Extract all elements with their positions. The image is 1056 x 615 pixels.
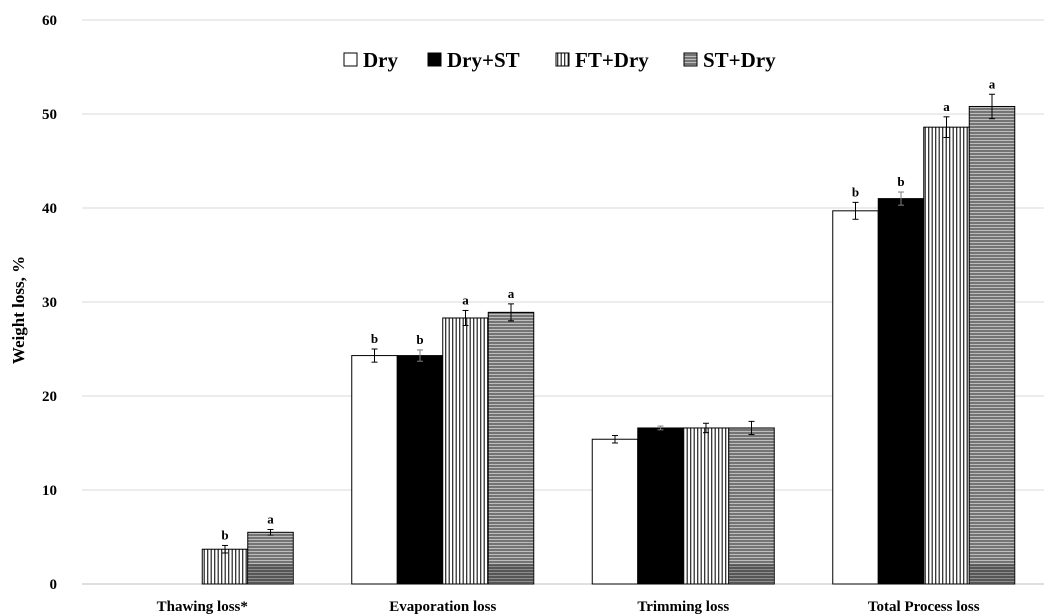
category-label: Evaporation loss bbox=[389, 599, 496, 615]
bar-base-band bbox=[729, 564, 774, 584]
y-tick-label: 60 bbox=[42, 13, 57, 29]
bar bbox=[591, 438, 639, 585]
y-tick-label: 20 bbox=[42, 389, 57, 405]
bar bbox=[442, 317, 489, 585]
significance-label: a bbox=[508, 286, 515, 301]
significance-label: a bbox=[462, 292, 469, 307]
legend-label: Dry bbox=[363, 48, 398, 72]
bar bbox=[923, 126, 970, 585]
bar bbox=[877, 198, 925, 585]
category-label: Trimming loss bbox=[637, 599, 729, 615]
significance-label: b bbox=[221, 527, 228, 542]
y-tick-label: 30 bbox=[42, 295, 57, 311]
significance-label: b bbox=[897, 174, 904, 189]
bar-base-shade bbox=[488, 564, 534, 584]
y-tick-label: 50 bbox=[42, 107, 57, 123]
bar-base-shade bbox=[969, 564, 1015, 584]
y-tick-label: 0 bbox=[50, 577, 58, 593]
significance-label: a bbox=[943, 99, 950, 114]
significance-label: b bbox=[852, 184, 859, 199]
category-label: Thawing loss* bbox=[157, 599, 248, 615]
bar bbox=[968, 105, 1016, 585]
legend-swatch bbox=[427, 52, 442, 67]
y-tick-label: 40 bbox=[42, 201, 57, 217]
bar bbox=[637, 427, 684, 585]
significance-label: b bbox=[371, 331, 378, 346]
bar-base-shade bbox=[248, 564, 293, 584]
bar bbox=[351, 355, 398, 585]
bar bbox=[201, 548, 249, 585]
bar-base-band bbox=[488, 564, 534, 584]
bar bbox=[728, 427, 775, 585]
bar bbox=[682, 427, 730, 585]
significance-label: a bbox=[267, 511, 274, 526]
bar-base-band bbox=[248, 564, 293, 584]
legend-swatch bbox=[683, 52, 698, 67]
bar bbox=[487, 311, 535, 585]
legend-label: FT+Dry bbox=[575, 48, 649, 72]
bar bbox=[396, 355, 444, 585]
category-label: Total Process loss bbox=[868, 599, 980, 615]
bar-base-shade bbox=[729, 564, 774, 584]
significance-label: a bbox=[989, 76, 996, 91]
legend: Dry Dry+ST FT+Dry ST+Dry bbox=[343, 48, 776, 72]
significance-label: b bbox=[416, 332, 423, 347]
legend-swatch bbox=[555, 52, 570, 67]
y-axis-label: Weight loss, % bbox=[9, 256, 28, 364]
legend-label: Dry+ST bbox=[447, 48, 520, 72]
bar-base-band bbox=[969, 564, 1015, 584]
legend-label: ST+Dry bbox=[703, 48, 776, 72]
y-tick-label: 10 bbox=[42, 483, 57, 499]
legend-swatch bbox=[343, 52, 358, 67]
bar bbox=[832, 210, 879, 585]
